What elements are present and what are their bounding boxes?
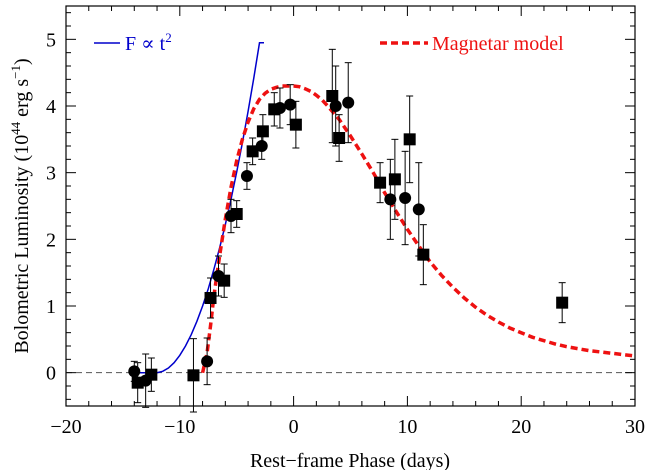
legend-label-fit: F ∝ t2 [125, 30, 172, 55]
data-point-circle [342, 96, 355, 109]
ticks-group: −20 −10 0 10 20 30 0 1 2 3 4 5 [46, 6, 645, 438]
data-point-square [145, 368, 158, 381]
x-tick-label: 30 [625, 416, 645, 438]
magnetar-model-curve [200, 84, 636, 374]
data-point-square [403, 133, 416, 146]
data-point-square [204, 292, 217, 304]
data-point-square [246, 145, 259, 158]
data-point-circle [412, 203, 425, 216]
legend: F ∝ t2 Magnetar model [94, 30, 564, 55]
x-tick-label: −10 [164, 416, 195, 438]
y-tick-label: 1 [46, 296, 56, 318]
points-group [128, 48, 569, 413]
data-point-square [230, 208, 243, 220]
power-law-fit-curve [134, 41, 264, 374]
y-tick-label: 4 [46, 96, 56, 118]
x-tick-label: 0 [289, 416, 299, 438]
data-point-square [268, 103, 281, 116]
legend-label-magnetar: Magnetar model [432, 33, 564, 55]
plot-frame [65, 5, 636, 407]
data-point-square [256, 125, 269, 138]
data-point-square [388, 173, 401, 186]
y-tick-label: 5 [46, 29, 56, 51]
data-point-square [556, 296, 569, 309]
data-point-square [326, 90, 339, 102]
data-point-circle [399, 192, 412, 204]
data-point-square [218, 274, 231, 287]
x-axis-label: Rest−frame Phase (days) [250, 450, 450, 470]
y-tick-label: 0 [46, 363, 56, 385]
data-point-square [187, 369, 200, 382]
data-point-square [131, 376, 144, 389]
data-point-circle [255, 140, 268, 152]
x-tick-label: 10 [397, 416, 417, 438]
x-tick-label: −20 [50, 416, 81, 438]
x-tick-label: 20 [511, 416, 531, 438]
data-point-circle [240, 170, 253, 182]
y-tick-label: 3 [46, 163, 56, 185]
y-tick-label: 2 [46, 229, 56, 251]
series-group [134, 41, 636, 374]
data-point-square [333, 132, 346, 144]
data-point-square [417, 248, 430, 261]
data-point-square [289, 118, 302, 131]
data-point-circle [201, 355, 214, 368]
data-point-circle [384, 193, 397, 206]
data-point-circle [128, 365, 141, 378]
y-axis-label: Bolometric Luminosity (1044 erg s−1) [8, 58, 33, 353]
data-point-square [374, 176, 387, 189]
data-point-circle [284, 98, 297, 111]
